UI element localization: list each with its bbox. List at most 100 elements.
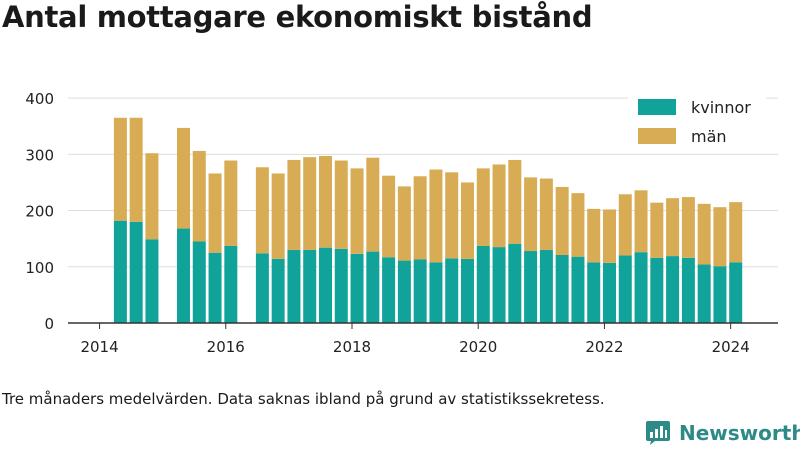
- x-tick-label: 2022: [585, 338, 623, 356]
- bar-män: [650, 202, 664, 258]
- y-tick-label: 300: [25, 146, 54, 164]
- bar-män: [492, 164, 506, 248]
- x-tick-label: 2014: [80, 338, 118, 356]
- bar-kvinnor: [129, 221, 143, 323]
- bar-kvinnor: [508, 243, 522, 323]
- bar-kvinnor: [334, 248, 348, 323]
- bar-män: [129, 117, 143, 222]
- bar-män: [192, 150, 206, 242]
- bar-kvinnor: [666, 256, 680, 323]
- x-axis: 2014 2016 2018 2020 2022 2024: [68, 322, 778, 356]
- bar-kvinnor: [303, 249, 317, 323]
- brand-name: Newsworthy: [679, 421, 800, 445]
- bar-kvinnor: [476, 245, 490, 323]
- y-tick-label: 100: [25, 259, 54, 277]
- bar-kvinnor: [208, 252, 222, 323]
- bar-kvinnor: [587, 262, 601, 323]
- bar-kvinnor: [539, 249, 553, 323]
- bar-kvinnor: [413, 259, 427, 323]
- x-tick-label: 2016: [207, 338, 245, 356]
- legend-swatch-1: [638, 128, 676, 144]
- stacked-bar-chart: 0 100 200 300 400 2014 2016 2018 2020 2022 2024 k…: [25, 90, 778, 356]
- bar-män: [508, 159, 522, 244]
- legend-label-1: män: [691, 127, 727, 146]
- bar-kvinnor: [287, 249, 301, 323]
- bar-män: [366, 157, 380, 252]
- bar-män: [697, 203, 711, 265]
- bar-män: [413, 176, 427, 260]
- bar-män: [208, 173, 222, 253]
- bar-kvinnor: [445, 258, 459, 323]
- bar-kvinnor: [681, 257, 695, 323]
- bar-män: [303, 157, 317, 250]
- legend: kvinnor män: [628, 92, 766, 152]
- bar-kvinnor: [145, 239, 159, 323]
- bar-män: [587, 208, 601, 263]
- bar-kvinnor: [429, 262, 443, 323]
- bar-män: [713, 207, 727, 267]
- bar-kvinnor: [192, 241, 206, 323]
- bar-män: [287, 159, 301, 250]
- y-tick-label: 200: [25, 203, 54, 221]
- bar-män: [602, 209, 616, 263]
- bar-kvinnor: [382, 257, 396, 323]
- x-tick-label: 2020: [459, 338, 497, 356]
- bar-män: [255, 167, 269, 254]
- bar-män: [539, 178, 553, 250]
- bar-män: [524, 177, 538, 252]
- y-tick-label: 0: [44, 315, 54, 333]
- bar-chart-speech-bubble-icon: [646, 421, 670, 445]
- bar-män: [445, 172, 459, 259]
- y-tick-labels: 0 100 200 300 400: [25, 90, 54, 333]
- bar-kvinnor: [524, 251, 538, 323]
- bar-kvinnor: [224, 245, 238, 323]
- bar-kvinnor: [350, 253, 364, 323]
- bar-män: [634, 190, 648, 253]
- bar-kvinnor: [697, 264, 711, 323]
- bar-kvinnor: [271, 258, 285, 323]
- bar-män: [145, 153, 159, 240]
- x-tick-label: 2024: [712, 338, 750, 356]
- bars: [113, 117, 743, 323]
- bar-män: [666, 198, 680, 257]
- bar-män: [555, 186, 569, 255]
- bar-män: [318, 156, 332, 248]
- bar-kvinnor: [650, 257, 664, 323]
- bar-kvinnor: [176, 228, 190, 323]
- y-tick-label: 400: [25, 90, 54, 108]
- bar-män: [571, 193, 585, 257]
- bar-kvinnor: [318, 247, 332, 323]
- bar-kvinnor: [492, 247, 506, 323]
- bar-män: [350, 168, 364, 254]
- bar-kvinnor: [113, 220, 127, 323]
- bar-män: [460, 182, 474, 259]
- legend-swatch-0: [638, 99, 676, 115]
- bar-män: [176, 127, 190, 229]
- bar-kvinnor: [366, 251, 380, 323]
- bar-kvinnor: [618, 255, 632, 323]
- bar-män: [476, 168, 490, 246]
- bar-män: [271, 173, 285, 259]
- legend-label-0: kvinnor: [691, 98, 751, 117]
- newsworthy-logo[interactable]: Newsworthy: [645, 420, 800, 446]
- bar-kvinnor: [555, 254, 569, 323]
- footnote: Tre månaders medelvärden. Data saknas ib…: [2, 390, 605, 408]
- chart-title: Antal mottagare ekonomiskt bistånd: [2, 0, 593, 34]
- bar-män: [429, 169, 443, 263]
- bar-män: [397, 186, 411, 261]
- bar-män: [729, 202, 743, 263]
- bar-kvinnor: [255, 253, 269, 323]
- bar-kvinnor: [571, 256, 585, 323]
- bar-män: [334, 160, 348, 249]
- bar-kvinnor: [460, 258, 474, 323]
- bar-kvinnor: [397, 260, 411, 323]
- bar-kvinnor: [729, 262, 743, 323]
- bar-män: [113, 117, 127, 221]
- bar-kvinnor: [634, 252, 648, 323]
- bar-män: [681, 197, 695, 258]
- bar-kvinnor: [713, 266, 727, 323]
- bar-män: [224, 160, 238, 246]
- bar-män: [382, 175, 396, 258]
- x-tick-label: 2018: [333, 338, 371, 356]
- bar-män: [618, 194, 632, 256]
